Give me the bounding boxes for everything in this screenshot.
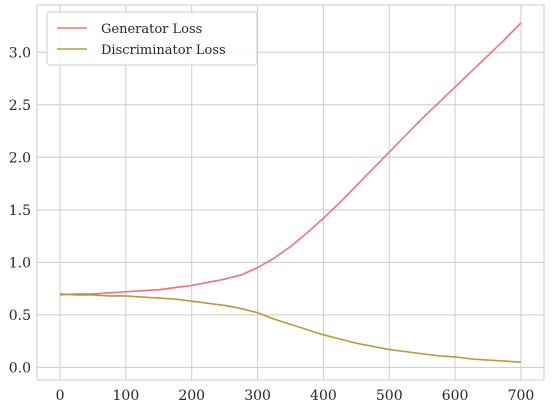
y-tick-label: 2.0 [9, 150, 31, 166]
x-tick-label: 200 [178, 388, 205, 404]
y-tick-label: 1.0 [9, 255, 31, 271]
y-tick-label: 0.5 [9, 308, 31, 324]
x-tick-label: 300 [244, 388, 271, 404]
y-tick-label: 2.5 [9, 98, 31, 114]
legend-label-discriminator: Discriminator Loss [101, 43, 226, 58]
y-tick-label: 0.0 [9, 360, 31, 376]
legend-label-generator: Generator Loss [101, 22, 202, 37]
x-tick-label: 500 [376, 388, 403, 404]
x-tick-label: 0 [56, 388, 65, 404]
legend: Generator Loss Discriminator Loss [47, 12, 257, 65]
y-tick-label: 1.5 [9, 203, 31, 219]
x-tick-label: 400 [310, 388, 337, 404]
x-tick-label: 100 [113, 388, 140, 404]
y-tick-label: 3.0 [9, 45, 31, 61]
x-tick-label: 600 [442, 388, 469, 404]
x-tick-label: 700 [508, 388, 535, 404]
